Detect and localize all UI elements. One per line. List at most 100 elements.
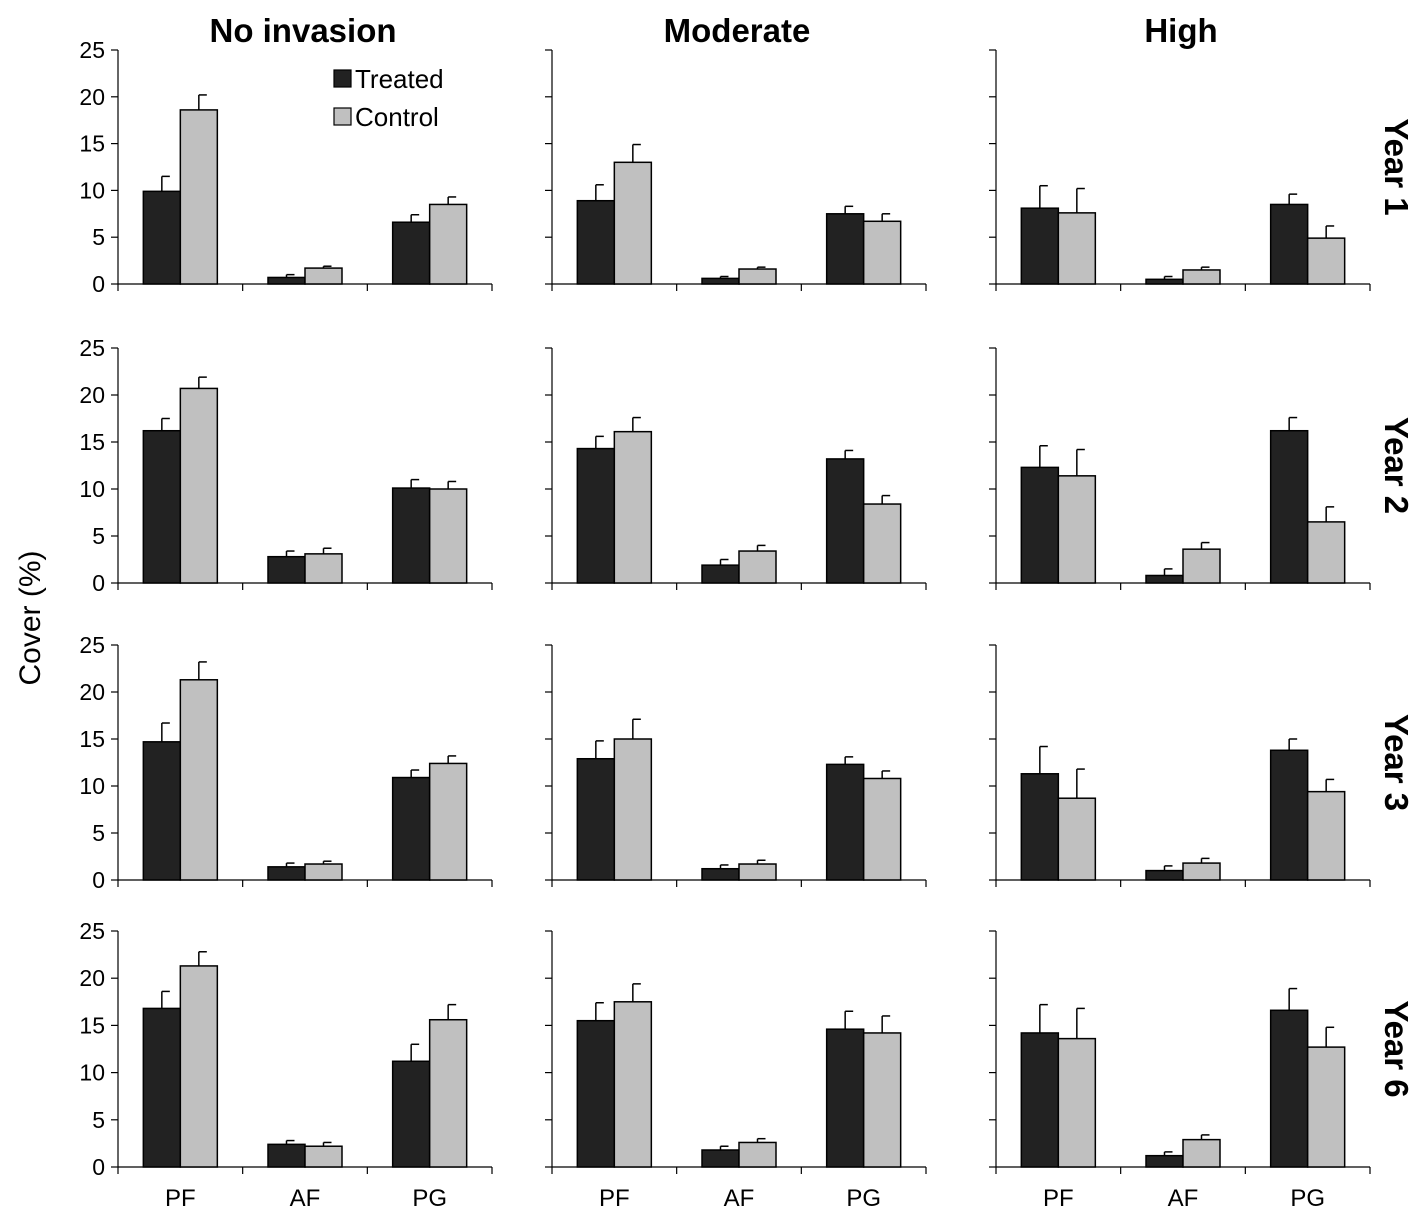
bar-treated bbox=[1020, 773, 1060, 881]
bar-control bbox=[428, 762, 468, 881]
x-tick-label: PF bbox=[599, 1185, 630, 1212]
row-label: Year 3 bbox=[1378, 714, 1415, 811]
bar-control bbox=[1182, 269, 1221, 285]
y-tick-label: 5 bbox=[92, 523, 105, 549]
bar-control bbox=[738, 863, 777, 881]
bar-control bbox=[428, 488, 468, 584]
bar-control bbox=[428, 1018, 468, 1168]
bar-control bbox=[1057, 1037, 1097, 1168]
bar-treated bbox=[1269, 749, 1309, 881]
row-label: Year 1 bbox=[1378, 118, 1415, 215]
bar-treated bbox=[1145, 574, 1184, 584]
panel: 0 5 10 15 20 25 bbox=[79, 37, 493, 297]
panel bbox=[545, 49, 927, 291]
bar-treated bbox=[1145, 869, 1184, 881]
bar-control bbox=[738, 268, 777, 285]
x-tick-label: AF bbox=[724, 1185, 755, 1212]
y-tick-label: 10 bbox=[79, 476, 105, 502]
y-tick-label: 20 bbox=[79, 965, 105, 991]
column-title: No invasion bbox=[209, 12, 396, 49]
bar-control bbox=[304, 267, 343, 285]
bar-control bbox=[862, 503, 902, 584]
y-tick-label: 15 bbox=[79, 131, 105, 157]
x-tick-label: PG bbox=[412, 1185, 447, 1212]
row-label: Year 6 bbox=[1378, 1000, 1415, 1097]
bar-treated bbox=[1145, 278, 1184, 285]
panel: 0 5 10 15 20 25 bbox=[79, 632, 493, 893]
y-tick-label: 0 bbox=[92, 867, 105, 893]
bar-control bbox=[1182, 862, 1221, 881]
bar-treated bbox=[1145, 1154, 1184, 1168]
legend-swatch-treated bbox=[333, 69, 352, 88]
bar-control bbox=[179, 387, 219, 584]
bar-treated bbox=[576, 447, 616, 584]
panel bbox=[989, 347, 1371, 590]
bar-treated bbox=[391, 487, 431, 584]
y-tick-label: 20 bbox=[79, 679, 105, 705]
y-tick-label: 5 bbox=[92, 820, 105, 846]
bar-treated bbox=[142, 741, 182, 881]
bar-treated bbox=[142, 1007, 182, 1168]
bar-treated bbox=[391, 221, 431, 285]
bar-treated bbox=[825, 763, 865, 881]
panel: 0 5 10 15 20 25 bbox=[79, 335, 493, 596]
bar-control bbox=[613, 738, 653, 881]
x-tick-label: PG bbox=[846, 1185, 881, 1212]
panel bbox=[989, 49, 1371, 291]
y-tick-label: 5 bbox=[92, 224, 105, 250]
y-tick-label: 10 bbox=[79, 1060, 105, 1086]
y-tick-label: 0 bbox=[92, 271, 105, 297]
bar-treated bbox=[391, 776, 431, 881]
bar-treated bbox=[576, 199, 616, 285]
bar-control bbox=[613, 430, 653, 584]
panel bbox=[989, 644, 1371, 887]
panel bbox=[545, 930, 927, 1174]
bar-treated bbox=[701, 277, 740, 285]
bar-control bbox=[738, 1141, 777, 1168]
x-tick-label: PF bbox=[1043, 1185, 1074, 1212]
bar-control bbox=[613, 1001, 653, 1168]
panel: 0 5 10 15 20 25 bbox=[79, 918, 493, 1180]
bar-treated bbox=[267, 276, 306, 285]
legend-swatch-control bbox=[333, 107, 352, 126]
panel bbox=[989, 930, 1371, 1174]
x-tick-label: PG bbox=[1290, 1185, 1325, 1212]
bar-control bbox=[1182, 548, 1221, 584]
bar-treated bbox=[701, 1149, 740, 1168]
bar-control bbox=[613, 161, 653, 285]
bar-treated bbox=[825, 213, 865, 285]
y-tick-label: 10 bbox=[79, 773, 105, 799]
bar-treated bbox=[825, 1028, 865, 1168]
y-tick-label: 25 bbox=[79, 632, 105, 658]
bar-control bbox=[862, 220, 902, 285]
bar-treated bbox=[142, 190, 182, 285]
bar-control bbox=[862, 777, 902, 881]
y-tick-label: 25 bbox=[79, 918, 105, 944]
bar-control bbox=[428, 203, 468, 285]
bar-treated bbox=[701, 564, 740, 584]
bar-control bbox=[304, 863, 343, 881]
bar-control bbox=[1057, 475, 1097, 584]
y-tick-label: 20 bbox=[79, 382, 105, 408]
y-tick-label: 0 bbox=[92, 1154, 105, 1180]
bar-treated bbox=[267, 1143, 306, 1168]
bar-control bbox=[1182, 1138, 1221, 1168]
bar-treated bbox=[576, 1019, 616, 1168]
bar-control bbox=[179, 965, 219, 1168]
y-tick-label: 25 bbox=[79, 37, 105, 63]
bar-treated bbox=[267, 866, 306, 881]
bar-control bbox=[179, 679, 219, 881]
bar-control bbox=[1057, 797, 1097, 881]
bar-treated bbox=[1020, 1032, 1060, 1168]
bar-control bbox=[304, 1145, 343, 1168]
y-tick-label: 15 bbox=[79, 726, 105, 752]
y-tick-label: 15 bbox=[79, 429, 105, 455]
bar-control bbox=[179, 109, 219, 285]
y-tick-label: 10 bbox=[79, 177, 105, 203]
y-tick-label: 0 bbox=[92, 570, 105, 596]
legend-label: Treated bbox=[355, 64, 444, 94]
bar-control bbox=[304, 553, 343, 584]
bar-control bbox=[1306, 521, 1346, 584]
bar-control bbox=[1306, 237, 1346, 285]
